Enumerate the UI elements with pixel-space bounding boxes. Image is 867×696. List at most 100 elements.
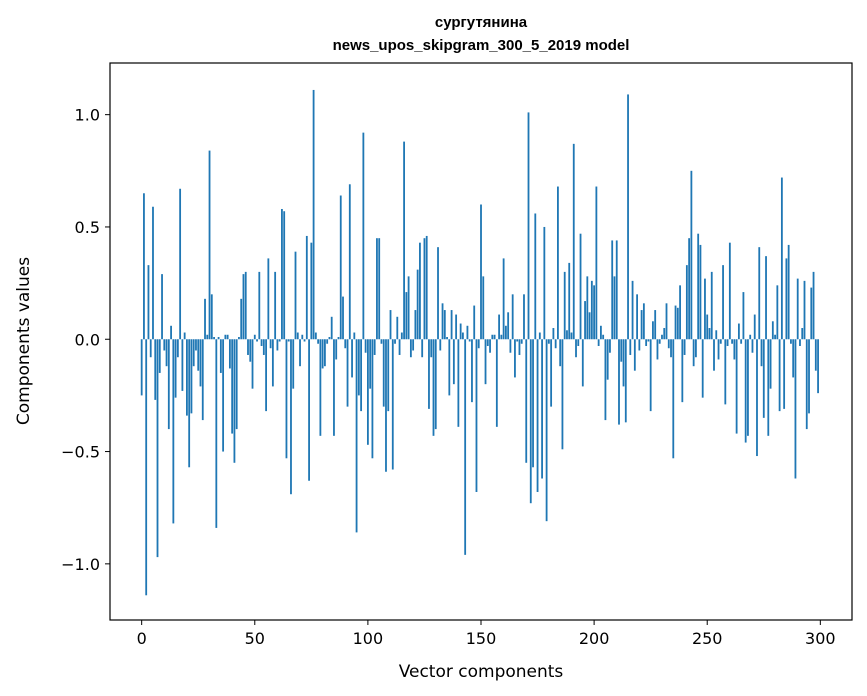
bar — [186, 339, 188, 416]
bar — [283, 211, 286, 340]
bar — [152, 206, 154, 340]
bar — [769, 339, 772, 389]
chart-title: сургутянина — [435, 14, 528, 31]
bar — [473, 305, 476, 340]
bar — [595, 186, 598, 340]
bar — [502, 258, 505, 340]
bar — [224, 334, 227, 340]
bar — [274, 271, 277, 340]
bar — [742, 292, 745, 340]
bar — [428, 339, 430, 409]
bar — [140, 339, 143, 396]
bar — [172, 339, 175, 524]
bar — [701, 339, 704, 398]
bar — [382, 339, 385, 407]
bar — [561, 339, 564, 450]
bar — [636, 294, 638, 340]
y-axis-label: Components values — [14, 257, 34, 425]
bar — [645, 339, 648, 346]
bar — [247, 339, 249, 355]
bar — [357, 339, 360, 396]
bar — [362, 132, 365, 340]
bar — [776, 285, 779, 340]
bar — [765, 256, 767, 340]
bar — [310, 242, 313, 340]
bar — [285, 339, 288, 459]
bar — [735, 339, 738, 434]
bar — [688, 238, 691, 340]
bar — [355, 339, 358, 533]
bar — [235, 339, 238, 430]
bar — [190, 339, 193, 414]
bar — [498, 314, 500, 340]
bar — [615, 240, 618, 340]
bar — [658, 339, 661, 344]
bar — [762, 339, 765, 418]
bar — [303, 339, 306, 342]
bar — [353, 332, 356, 340]
bar — [690, 170, 693, 340]
bar — [387, 339, 390, 412]
bar — [342, 296, 344, 340]
bar — [346, 339, 349, 407]
bar — [656, 339, 659, 360]
bar — [679, 285, 681, 340]
bar — [529, 339, 532, 504]
bar — [697, 233, 700, 340]
bar — [692, 339, 695, 367]
bar — [477, 339, 480, 349]
bar — [581, 339, 584, 387]
bar — [149, 339, 152, 358]
bar — [378, 238, 381, 340]
bar — [441, 303, 444, 340]
bar — [145, 339, 148, 596]
bar — [290, 339, 292, 495]
bar — [337, 337, 340, 340]
bar — [414, 310, 417, 340]
bar — [808, 339, 810, 414]
bar — [554, 339, 557, 349]
y-tick-label: 0.5 — [75, 218, 100, 237]
bar — [812, 271, 815, 340]
bar — [292, 339, 295, 389]
bar — [543, 226, 546, 340]
bar — [785, 258, 788, 340]
bar — [206, 334, 209, 340]
bar — [547, 339, 550, 344]
bar — [783, 339, 786, 409]
bar — [432, 339, 435, 436]
bar — [584, 301, 586, 340]
y-tick-label: 0.0 — [75, 330, 100, 349]
x-tick-label: 250 — [692, 629, 723, 648]
bar — [514, 339, 516, 378]
bar — [593, 285, 596, 340]
bar — [706, 314, 709, 340]
bar — [251, 339, 254, 389]
x-tick-label: 300 — [805, 629, 836, 648]
bar — [256, 339, 258, 342]
bar — [588, 312, 591, 340]
bar — [527, 112, 530, 340]
bar — [468, 339, 471, 342]
bar — [240, 298, 243, 340]
bar — [541, 339, 543, 479]
bar — [611, 240, 614, 340]
bar — [464, 339, 467, 555]
bar — [563, 271, 566, 340]
bar — [439, 339, 442, 351]
bar — [154, 339, 157, 400]
bar — [740, 339, 743, 344]
bar — [328, 337, 331, 340]
bar — [443, 310, 446, 340]
bar — [710, 271, 713, 340]
bar — [545, 339, 548, 522]
bar — [627, 94, 629, 340]
bar — [661, 334, 663, 340]
bar — [695, 339, 697, 358]
bar — [369, 339, 372, 389]
bar — [575, 339, 577, 358]
bar — [484, 339, 487, 385]
bar — [489, 339, 491, 353]
bar — [167, 339, 170, 430]
bar — [760, 339, 763, 367]
